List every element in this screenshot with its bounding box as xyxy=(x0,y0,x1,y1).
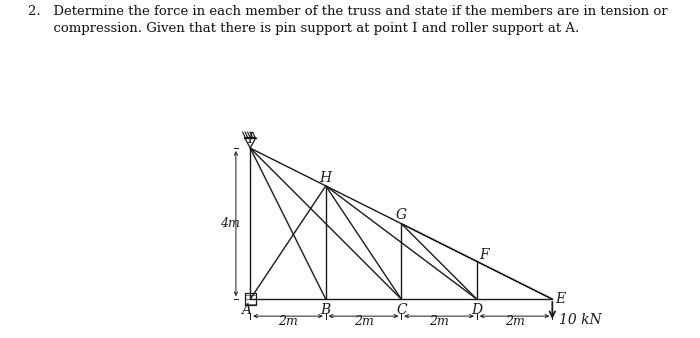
Text: G: G xyxy=(395,208,407,222)
Text: H: H xyxy=(320,171,332,185)
Text: 4m: 4m xyxy=(220,217,239,230)
Text: 2m: 2m xyxy=(429,315,449,328)
Text: 2.   Determine the force in each member of the truss and state if the members ar: 2. Determine the force in each member of… xyxy=(28,5,668,18)
Text: 2m: 2m xyxy=(278,315,298,328)
Text: compression. Given that there is pin support at point I and roller support at A.: compression. Given that there is pin sup… xyxy=(28,22,580,35)
Text: F: F xyxy=(479,248,489,262)
Text: 2m: 2m xyxy=(354,315,374,328)
Text: 2m: 2m xyxy=(505,315,524,328)
Text: 10 kN: 10 kN xyxy=(559,313,602,327)
Text: E: E xyxy=(556,292,566,306)
Text: C: C xyxy=(396,303,407,317)
Text: D: D xyxy=(471,303,482,317)
Text: A: A xyxy=(241,303,251,317)
Text: B: B xyxy=(321,303,331,317)
Text: I: I xyxy=(248,132,253,146)
